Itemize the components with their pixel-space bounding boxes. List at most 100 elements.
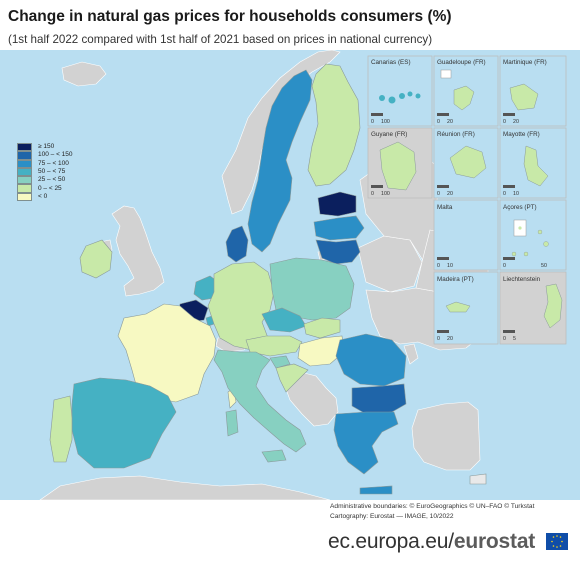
inset-reunion: Réunion (FR) 0 20 — [433, 127, 499, 199]
brand-name: eurostat — [453, 530, 536, 553]
inset-guyane: Guyane (FR) 0 100 — [367, 127, 433, 199]
scale-end-reunion: 20 — [447, 191, 453, 197]
inset-label-liechtenstein: Liechtenstein — [503, 276, 541, 283]
eu-countries — [49, 63, 487, 495]
legend-label: 75 – < 100 — [38, 159, 69, 167]
inset-canarias: Canarias (ES) 0 100 — [367, 55, 433, 127]
moldova — [403, 343, 419, 365]
scale-end-guyane: 100 — [381, 191, 390, 197]
inset-label-acores: Açores (PT) — [503, 204, 537, 211]
eu-flag-icon — [546, 533, 568, 550]
scale-start-mayotte: 0 — [503, 191, 506, 197]
crete — [359, 485, 393, 495]
turkey — [411, 401, 481, 471]
scale-end-madeira: 20 — [447, 336, 453, 342]
scale-end-guadeloupe: 20 — [447, 119, 453, 125]
slovenia — [269, 355, 291, 369]
inset-label-malta: Malta — [437, 204, 453, 211]
legend-label: < 0 — [38, 192, 48, 200]
brand-domain: ec.europa.eu/ — [328, 530, 454, 553]
eurostat-brand[interactable]: ec.europa.eu/eurostat — [328, 530, 535, 554]
inset-label-guadeloupe: Guadeloupe (FR) — [437, 59, 486, 66]
map-subtitle: (1st half 2022 compared with 1st half of… — [8, 33, 433, 46]
scale-start-guadeloupe: 0 — [437, 119, 440, 125]
italy — [213, 349, 307, 453]
legend-label: 25 – < 50 — [38, 176, 66, 184]
legend-item: 0 – < 25 — [17, 184, 73, 193]
scale-end-liechtenstein: 5 — [513, 336, 516, 342]
legend-swatch — [17, 184, 32, 193]
north-africa — [39, 475, 331, 500]
legend-item: 75 – < 100 — [17, 159, 73, 168]
iceland — [61, 61, 107, 87]
croatia — [275, 363, 309, 393]
insets: Canarias (ES) 0 100 Guadeloupe (FR) 0 20… — [367, 55, 567, 345]
lithuania — [315, 239, 361, 265]
map-title: Change in natural gas prices for househo… — [8, 8, 452, 25]
inset-acores: Açores (PT) 0 50 — [499, 199, 567, 271]
poland — [269, 257, 355, 321]
scale-start-reunion: 0 — [437, 191, 440, 197]
sicily — [261, 449, 287, 463]
legend-item: 50 – < 75 — [17, 167, 73, 177]
united-kingdom — [111, 205, 165, 297]
credits-cartography: Cartography: Eurostat — IMAGE, 10/2022 — [330, 513, 454, 520]
inset-label-madeira: Madeira (PT) — [437, 276, 474, 283]
inset-liechtenstein: Liechtenstein 0 5 — [499, 271, 567, 345]
greece — [333, 411, 399, 475]
latvia — [313, 215, 365, 241]
credits-boundaries: Administrative boundaries: © EuroGeograp… — [330, 503, 535, 510]
inset-guadeloupe: Guadeloupe (FR) 0 20 — [433, 55, 499, 127]
sardinia — [225, 409, 239, 437]
legend-swatch — [17, 167, 32, 177]
legend-swatch — [17, 151, 32, 160]
legend-label: ≥ 150 — [38, 143, 55, 151]
legend-item: < 0 — [17, 192, 73, 202]
inset-label-guyane: Guyane (FR) — [371, 131, 407, 138]
finland — [307, 63, 361, 187]
legend: ≥ 150 100 – < 150 75 – < 100 50 – < 75 2… — [17, 143, 73, 202]
scale-start-liechtenstein: 0 — [503, 336, 506, 342]
inset-malta: Malta 0 10 — [433, 199, 499, 271]
scale-start-malta: 0 — [437, 263, 440, 269]
portugal — [49, 395, 73, 463]
slovakia — [303, 317, 341, 339]
inset-label-reunion: Réunion (FR) — [437, 131, 475, 138]
norway — [221, 50, 341, 215]
scale-start-guyane: 0 — [371, 191, 374, 197]
scale-end-mayotte: 10 — [513, 191, 519, 197]
scale-end-malta: 10 — [447, 263, 453, 269]
scale-start-martinique: 0 — [503, 119, 506, 125]
spain — [71, 377, 177, 469]
legend-label: 0 – < 25 — [38, 184, 62, 192]
scale-end-canarias: 100 — [381, 119, 390, 125]
inset-martinique: Martinique (FR) 0 20 — [499, 55, 567, 127]
bulgaria — [351, 383, 407, 415]
legend-item: ≥ 150 — [17, 143, 73, 152]
cyprus — [469, 473, 487, 485]
inset-label-canarias: Canarias (ES) — [371, 59, 411, 66]
legend-label: 50 – < 75 — [38, 168, 66, 176]
inset-mayotte: Mayotte (FR) 0 10 — [499, 127, 567, 199]
scale-end-martinique: 20 — [513, 119, 519, 125]
legend-swatch — [17, 176, 32, 185]
inset-madeira: Madeira (PT) 0 20 — [433, 271, 499, 345]
scale-start-acores: 0 — [503, 263, 506, 269]
legend-swatch — [17, 159, 32, 168]
legend-item: 25 – < 50 — [17, 176, 73, 185]
denmark — [225, 225, 249, 263]
scale-start-madeira: 0 — [437, 336, 440, 342]
france — [117, 303, 217, 403]
legend-swatch — [17, 143, 32, 152]
legend-label: 100 – < 150 — [38, 151, 73, 159]
inset-label-mayotte: Mayotte (FR) — [503, 131, 540, 138]
sweden — [247, 69, 313, 253]
legend-swatch — [17, 192, 32, 202]
estonia — [317, 191, 357, 217]
romania — [335, 333, 407, 387]
balkans — [281, 371, 339, 427]
scale-start-canarias: 0 — [371, 119, 374, 125]
europe-map: Canarias (ES) 0 100 Guadeloupe (FR) 0 20… — [0, 50, 580, 500]
map-credits: Administrative boundaries: © EuroGeograp… — [330, 502, 534, 522]
scale-end-acores: 50 — [541, 263, 547, 269]
